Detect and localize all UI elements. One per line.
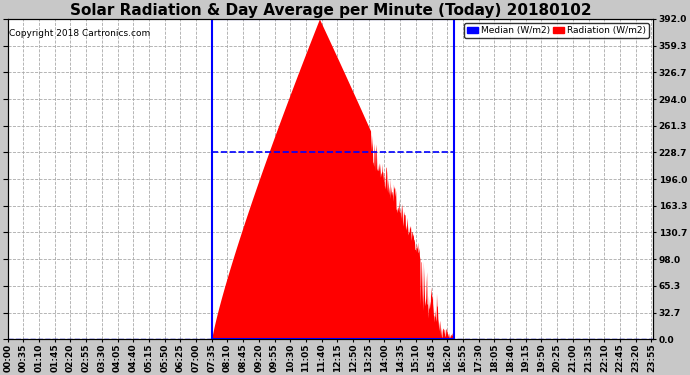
Text: Copyright 2018 Cartronics.com: Copyright 2018 Cartronics.com [9, 28, 150, 38]
Title: Solar Radiation & Day Average per Minute (Today) 20180102: Solar Radiation & Day Average per Minute… [70, 3, 591, 18]
Bar [212, 19, 454, 339]
Legend: Median (W/m2), Radiation (W/m2): Median (W/m2), Radiation (W/m2) [464, 24, 649, 38]
